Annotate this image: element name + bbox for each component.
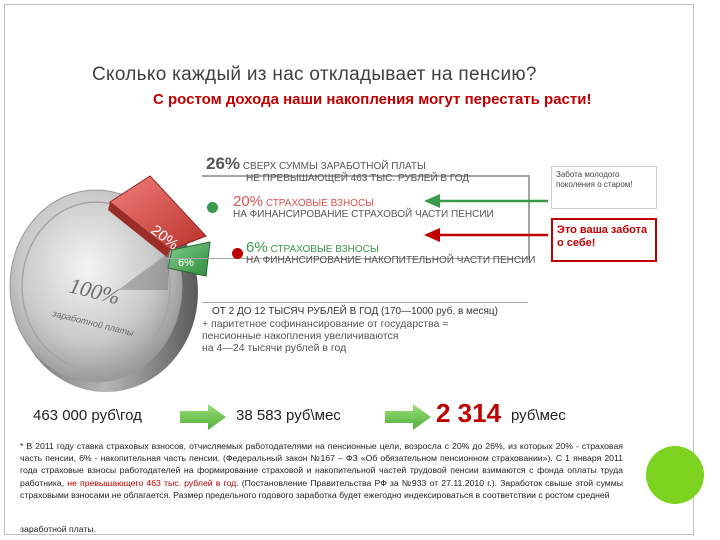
pension-result-value: 2 314 — [436, 398, 502, 428]
bracket-total — [202, 175, 530, 260]
total-rate-line1: СВЕРХ СУММЫ ЗАРАБОТНОЙ ПЛАТЫ — [242, 161, 426, 172]
green-circle-decoration — [646, 446, 704, 504]
footnote-part2: . (Постановление Правительства РФ за №93… — [20, 477, 624, 500]
insurance-part-pct: 20% — [233, 193, 264, 210]
red-arrow-icon — [424, 228, 548, 242]
green-arrow-icon — [424, 194, 548, 208]
bullet-line: + паритетное софинансирование от государ… — [202, 318, 449, 330]
frame-right-line — [693, 4, 694, 536]
range-text: ОТ 2 ДО 12 ТЫСЯЧ РУБЛЕЙ В ГОД (170—1000 … — [212, 306, 498, 317]
total-rate-pct: 26% — [206, 154, 241, 173]
green-wedge-label: 6% — [178, 257, 194, 269]
funded-part-pct: 6% — [246, 239, 268, 256]
pension-result-unit: руб\мес — [511, 407, 566, 424]
monthly-salary: 38 583 руб\мес — [236, 407, 341, 424]
insurance-part-heading: 20% СТРАХОВЫЕ ВЗНОСЫ НА ФИНАНСИРОВАНИЕ С… — [233, 193, 494, 220]
footnote-last-line: заработной платы. — [20, 524, 97, 534]
note-older-care: Забота молодого поколения о старом! — [551, 166, 657, 209]
funded-part-heading: 6% СТРАХОВЫЕ ВЗНОСЫ НА ФИНАНСИРОВАНИЕ НА… — [246, 239, 536, 266]
frame-bottom-line — [4, 534, 694, 535]
funded-part-line2: НА ФИНАНСИРОВАНИЕ НАКОПИТЕЛЬНОЙ ЧАСТИ ПЕ… — [246, 255, 536, 266]
total-rate-line2: НЕ ПРЕВЫШАЮЩЕЙ 463 ТЫС. РУБЛЕЙ В ГОД — [246, 173, 470, 184]
bullet-line: на 4—24 тысячи рублей в год — [202, 342, 347, 354]
total-rate-heading: 26% СВЕРХ СУММЫ ЗАРАБОТНОЙ ПЛАТЫ НЕ ПРЕВ… — [206, 155, 470, 185]
funded-part-line1: СТРАХОВЫЕ ВЗНОСЫ — [270, 244, 379, 255]
bracket-range — [202, 302, 528, 303]
flow-arrow-icon — [180, 404, 226, 430]
funded-dot — [232, 248, 243, 259]
slide-subtitle: С ростом дохода наши накопления могут пе… — [153, 91, 592, 108]
coin-illustration: 20% 6% 100% заработной платы — [9, 175, 211, 392]
frame-left-line — [4, 4, 5, 534]
slide-title: Сколько каждый из нас откладывает на пен… — [92, 64, 537, 85]
cofinancing-bullets: + паритетное софинансирование от государ… — [202, 318, 448, 354]
coin-face — [9, 189, 183, 383]
footnote: * В 2011 году ставка страховых взносов, … — [20, 440, 623, 501]
flow-arrow-icon — [385, 404, 431, 430]
note-own-care: Это ваша забота о себе! — [551, 218, 657, 262]
bracket-funded — [160, 258, 528, 260]
bullet-line: пенсионные накопления увеличиваются — [202, 330, 399, 342]
insurance-dot — [207, 202, 218, 213]
frame-top-line — [4, 4, 694, 5]
insurance-part-line2: НА ФИНАНСИРОВАНИЕ СТРАХОВОЙ ЧАСТИ ПЕНСИИ — [233, 209, 494, 220]
annual-salary: 463 000 руб\год — [33, 407, 142, 424]
footnote-highlight: не превышающего 463 тыс. рублей в год — [67, 477, 237, 488]
insurance-part-line1: СТРАХОВЫЕ ВЗНОСЫ — [265, 198, 375, 209]
footnote-part1: * В 2011 году ставка страховых взносов, … — [20, 441, 623, 488]
